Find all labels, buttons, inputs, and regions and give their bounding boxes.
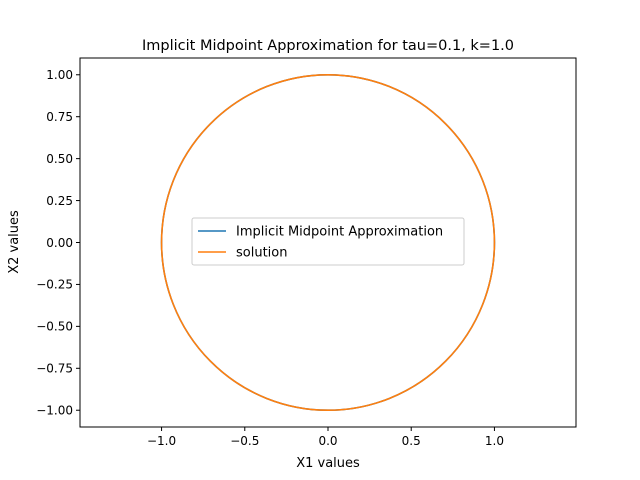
x-axis-label: X1 values bbox=[296, 456, 360, 471]
legend: Implicit Midpoint Approximation solution bbox=[191, 217, 465, 266]
series-layer bbox=[160, 73, 496, 412]
chart-title: Implicit Midpoint Approximation for tau=… bbox=[142, 38, 514, 54]
y-tick-label: −0.75 bbox=[36, 362, 73, 376]
x-tick-label: 0.0 bbox=[318, 434, 337, 448]
y-tick-label: −0.50 bbox=[36, 320, 73, 334]
y-tick-label: 0.25 bbox=[46, 194, 73, 208]
x-tick-label: −1.0 bbox=[147, 434, 176, 448]
y-tick-label: 0.50 bbox=[46, 152, 73, 166]
x-tick-label: −0.5 bbox=[230, 434, 259, 448]
x-axis-ticks: −1.0 −0.5 0.0 0.5 1.0 bbox=[147, 427, 504, 448]
y-tick-label: 0.00 bbox=[46, 236, 73, 250]
x-tick-label: 1.0 bbox=[485, 434, 504, 448]
legend-box bbox=[191, 217, 465, 266]
y-tick-label: −0.25 bbox=[36, 278, 73, 292]
y-tick-label: 1.00 bbox=[46, 68, 73, 82]
y-axis-label: X2 values bbox=[7, 210, 22, 274]
legend-label-solution: solution bbox=[236, 246, 287, 261]
y-axis-ticks: −1.00 −0.75 −0.50 −0.25 0.00 0.25 0.50 0.75 1.00 bbox=[36, 68, 80, 418]
legend-label-approximation: Implicit Midpoint Approximation bbox=[236, 225, 443, 240]
x-tick-label: 0.5 bbox=[402, 434, 421, 448]
series-line-solution bbox=[160, 73, 496, 412]
y-tick-label: 0.75 bbox=[46, 110, 73, 124]
y-tick-label: −1.00 bbox=[36, 404, 73, 418]
